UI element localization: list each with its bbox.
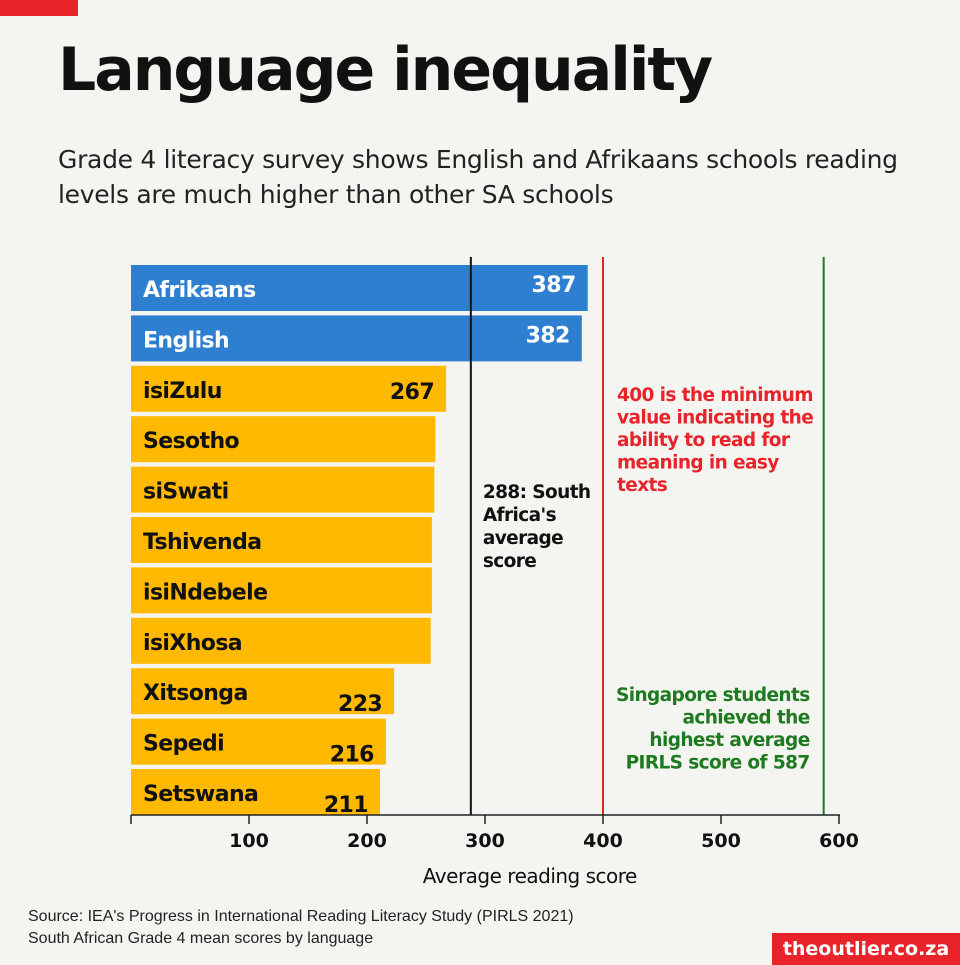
brand-badge[interactable]: theoutlier.co.za xyxy=(772,933,960,965)
bar-sesotho xyxy=(131,416,436,463)
x-tick-label-500: 500 xyxy=(701,830,741,852)
bar-isixhosa xyxy=(131,617,431,664)
bar-english xyxy=(131,315,582,362)
page-title: Language inequality xyxy=(58,35,713,105)
bar-tshivenda xyxy=(131,517,432,563)
annotation-minimum-line-5: texts xyxy=(617,475,668,496)
annotation-minimum-line-2: value indicating the xyxy=(617,408,813,429)
value-label-afrikaans: 387 xyxy=(532,273,576,298)
bar-setswana xyxy=(131,769,380,815)
annotation-minimum-line-1: 400 is the minimum xyxy=(617,385,813,406)
bar-label-siswati: siSwati xyxy=(143,480,229,505)
page-subtitle: Grade 4 literacy survey shows English an… xyxy=(58,145,898,209)
bar-label-isixhosa: isiXhosa xyxy=(143,631,242,656)
value-label-xitsonga: 223 xyxy=(338,692,382,717)
value-label-setswana: 211 xyxy=(324,793,368,818)
bar-xitsonga xyxy=(131,668,395,715)
source-note: Source: IEA's Progress in International … xyxy=(28,906,574,950)
bar-label-english: English xyxy=(143,328,229,353)
bar-sepedi xyxy=(131,718,386,765)
top-accent-bar xyxy=(0,0,78,16)
annotation-average-line-2: Africa's xyxy=(483,505,557,526)
bar-label-afrikaans: Afrikaans xyxy=(143,278,256,303)
annotation-minimum-line-4: meaning in easy xyxy=(617,453,779,474)
x-tick-label-400: 400 xyxy=(583,830,623,852)
annotation-singapore-line-4: PIRLS score of 587 xyxy=(626,753,810,774)
bar-label-xitsonga: Xitsonga xyxy=(143,681,248,706)
x-tick-label-600: 600 xyxy=(819,830,859,852)
annotation-average-line-4: score xyxy=(483,551,536,572)
bar-label-sepedi: Sepedi xyxy=(143,732,224,757)
annotation-average-line-1: 288: South xyxy=(483,482,591,503)
bar-label-setswana: Setswana xyxy=(143,782,258,807)
bar-label-sesotho: Sesotho xyxy=(143,429,240,454)
annotation-singapore-line-1: Singapore students xyxy=(616,685,810,706)
value-label-sepedi: 216 xyxy=(330,743,374,768)
bar-chart: Afrikaans 387 English 382 isiZulu 267 Sesotho s… xyxy=(130,257,859,888)
annotation-minimum-line-3: ability to read for xyxy=(617,430,791,451)
annotation-average-line-3: average xyxy=(483,528,563,549)
source-line-2: South African Grade 4 mean scores by lan… xyxy=(28,930,374,947)
bar-afrikaans xyxy=(131,265,588,311)
bar-siswati xyxy=(131,466,435,513)
annotation-singapore-line-2: achieved the xyxy=(682,708,809,729)
value-label-isizulu: 267 xyxy=(390,380,434,405)
bar-label-isindebele: isiNdebele xyxy=(143,580,267,605)
x-axis-title: Average reading score xyxy=(423,864,637,888)
annotation-singapore-line-3: highest average xyxy=(649,730,809,751)
bar-label-isizulu: isiZulu xyxy=(143,379,222,404)
x-tick-label-300: 300 xyxy=(465,830,505,852)
bar-isizulu xyxy=(131,365,447,412)
bar-label-tshivenda: Tshivenda xyxy=(143,530,262,555)
x-tick-label-200: 200 xyxy=(347,830,387,852)
bar-isindebele xyxy=(131,567,432,614)
source-line-1: Source: IEA's Progress in International … xyxy=(28,908,574,925)
x-tick-label-100: 100 xyxy=(229,830,269,852)
value-label-english: 382 xyxy=(526,323,570,348)
